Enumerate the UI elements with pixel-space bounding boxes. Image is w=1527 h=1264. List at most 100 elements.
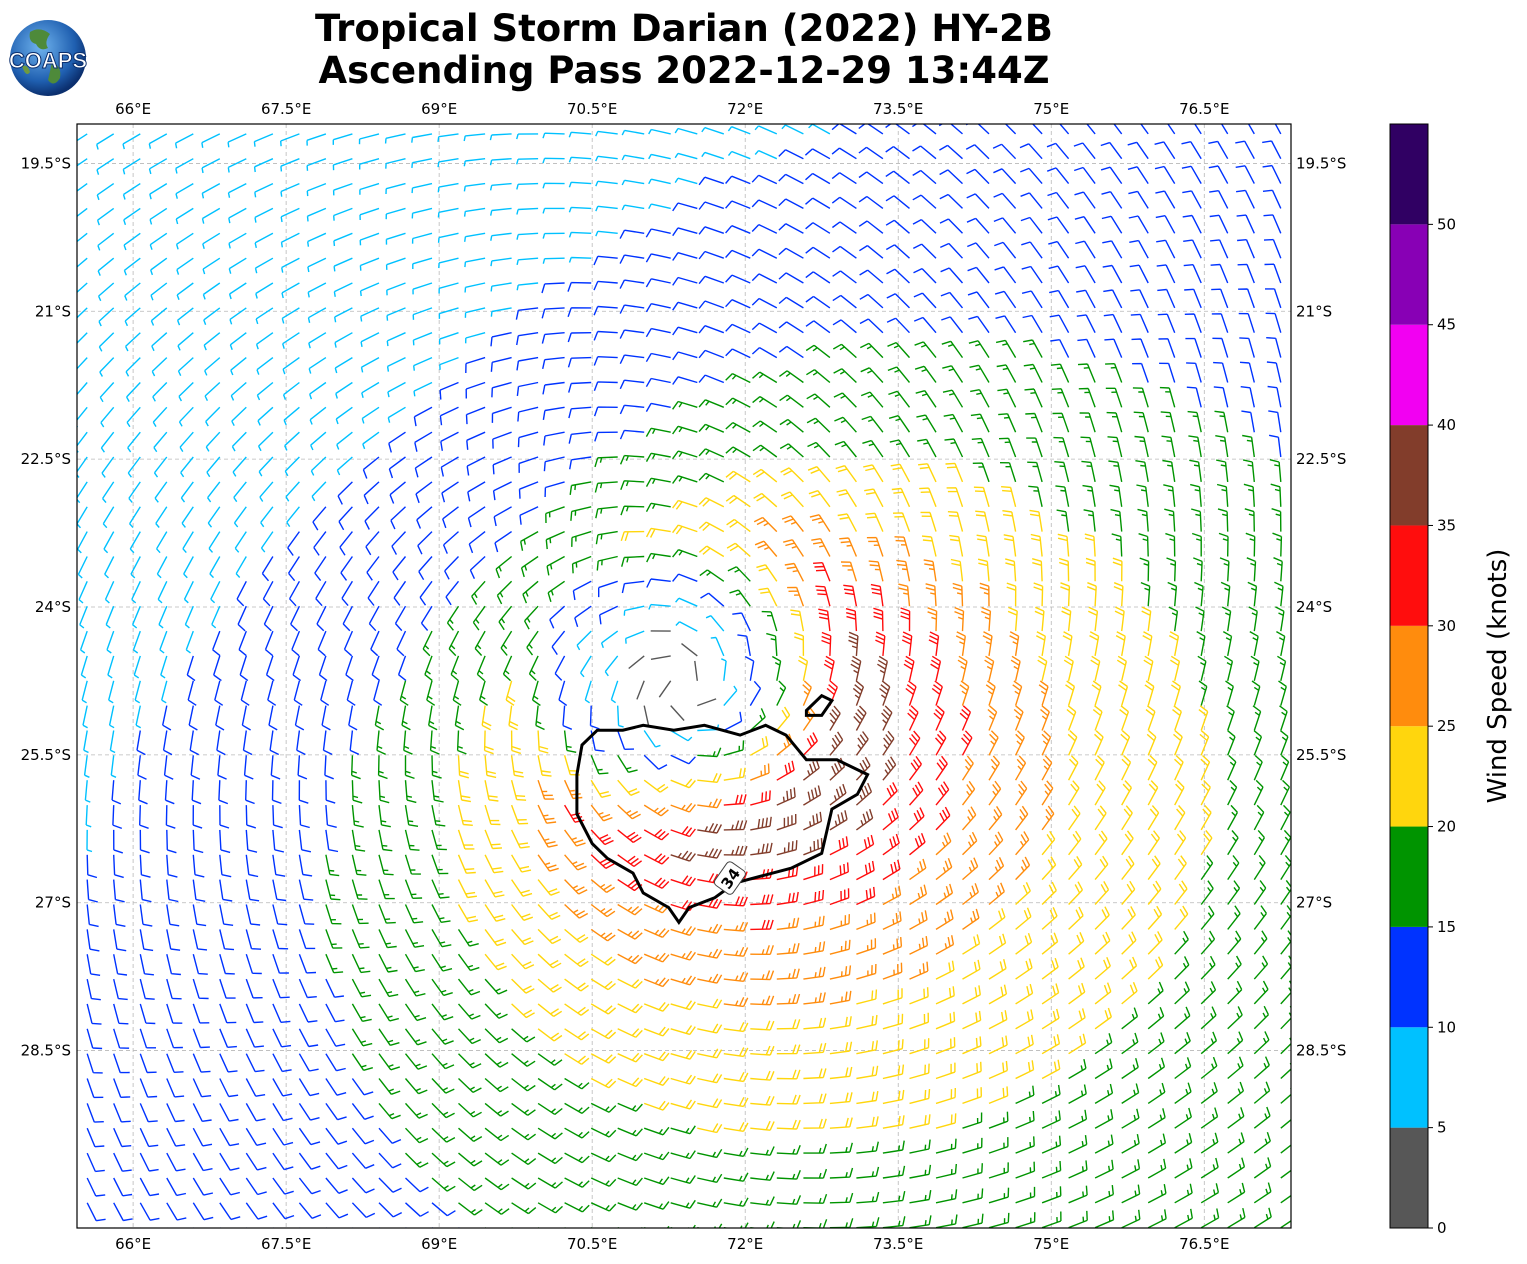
wind-barb [780, 467, 804, 483]
wind-barb [1015, 1212, 1036, 1228]
wind-barb [325, 780, 336, 804]
wind-barb [1068, 881, 1084, 905]
wind-barb [325, 929, 343, 949]
wind-barb [648, 153, 671, 160]
wind-barb [1198, 705, 1209, 731]
lon-tick-label-top: 70.5°E [567, 100, 617, 118]
wind-barb [942, 365, 964, 383]
wind-barb [203, 332, 221, 351]
wind-barb [182, 531, 194, 554]
wind-barb [935, 1214, 958, 1228]
wind-barb [378, 953, 398, 973]
wind-barb [1219, 557, 1230, 582]
wind-barb [464, 257, 486, 268]
wind-barb [1147, 755, 1158, 781]
wind-barb [723, 1047, 749, 1058]
wind-barb [912, 124, 937, 135]
wind-barb [77, 531, 88, 554]
wind-barb [698, 250, 725, 260]
wind-barb [545, 530, 565, 550]
wind-barb [778, 223, 804, 234]
wind-barb [310, 431, 327, 451]
wind-barb [1041, 1008, 1060, 1030]
wind-barb [1268, 434, 1282, 458]
wind-barb [829, 965, 852, 980]
wind-barb [511, 1152, 537, 1165]
wind-barb [100, 431, 115, 453]
wind-barb [457, 780, 472, 803]
wind-barb [882, 911, 902, 931]
wind-barb [166, 854, 178, 878]
wind-barb [1056, 509, 1070, 532]
wind-barb [803, 966, 826, 980]
wind-barb [465, 381, 486, 399]
wind-barb [648, 178, 671, 185]
wind-barb [1200, 1183, 1220, 1204]
lat-tick-label-left: 19.5°S [21, 154, 71, 172]
wind-barb [1211, 288, 1229, 309]
wind-barb [988, 1111, 1009, 1129]
wind-barb [378, 1053, 401, 1071]
wind-barb [670, 778, 696, 789]
wind-barb [554, 655, 566, 681]
wind-barb [280, 133, 300, 147]
wind-barb [516, 182, 539, 190]
wind-barb [272, 879, 287, 902]
wind-barb [1171, 680, 1181, 706]
wind-barb [909, 807, 925, 831]
wind-barb [86, 1053, 103, 1074]
wind-barb [1028, 485, 1043, 507]
wind-barb [1174, 830, 1187, 856]
wind-barb [1280, 1220, 1291, 1228]
wind-barb [698, 399, 725, 408]
wind-barb [723, 740, 745, 756]
wind-barb [516, 381, 539, 396]
wind-barb [698, 226, 725, 235]
wind-barb [806, 393, 831, 408]
wind-barb [967, 291, 990, 309]
wind-barb [133, 655, 141, 679]
wind-barb [776, 1144, 801, 1155]
colorbar-bin [1390, 826, 1428, 927]
wind-barb [1015, 805, 1029, 831]
wind-barb [103, 531, 115, 554]
wind-barb [1062, 631, 1073, 657]
colorbar-tick-label: 45 [1437, 316, 1456, 334]
wind-barb [240, 680, 250, 706]
wind-barb [909, 987, 929, 1005]
wind-barb [887, 341, 911, 359]
wind-barb [1174, 1082, 1192, 1104]
colorbar-tick-label: 50 [1437, 215, 1456, 233]
wind-barb [516, 282, 539, 291]
contour-34kt-main [575, 723, 870, 926]
wind-barb [920, 511, 937, 532]
wind-barb [404, 1003, 427, 1022]
wind-barb [645, 228, 671, 238]
wind-barb [492, 431, 512, 449]
wind-barb [1084, 533, 1096, 557]
wind-barb [1015, 1085, 1035, 1105]
wind-barb [590, 1028, 617, 1040]
wind-barb [754, 125, 778, 135]
wind-barb [77, 158, 88, 167]
wind-barb [1247, 581, 1258, 607]
wind-barb [411, 182, 433, 194]
wind-barb [939, 193, 963, 209]
wind-barb [564, 1003, 590, 1016]
wind-barb [522, 580, 539, 604]
wind-barb [750, 1020, 775, 1031]
wind-barb [280, 207, 300, 223]
wind-barb [98, 307, 115, 327]
wind-barb [1078, 387, 1096, 408]
wind-barb [86, 978, 101, 1001]
wind-barb [1057, 533, 1070, 557]
wind-barb [1100, 166, 1123, 185]
wind-barb [537, 904, 561, 920]
wind-barb [882, 1115, 905, 1129]
wind-barb [866, 536, 884, 557]
wind-barb [1280, 779, 1291, 806]
wind-barb [1041, 830, 1056, 856]
wind-barb [1208, 165, 1229, 184]
wind-barb [96, 183, 115, 201]
wind-barb [725, 249, 751, 259]
